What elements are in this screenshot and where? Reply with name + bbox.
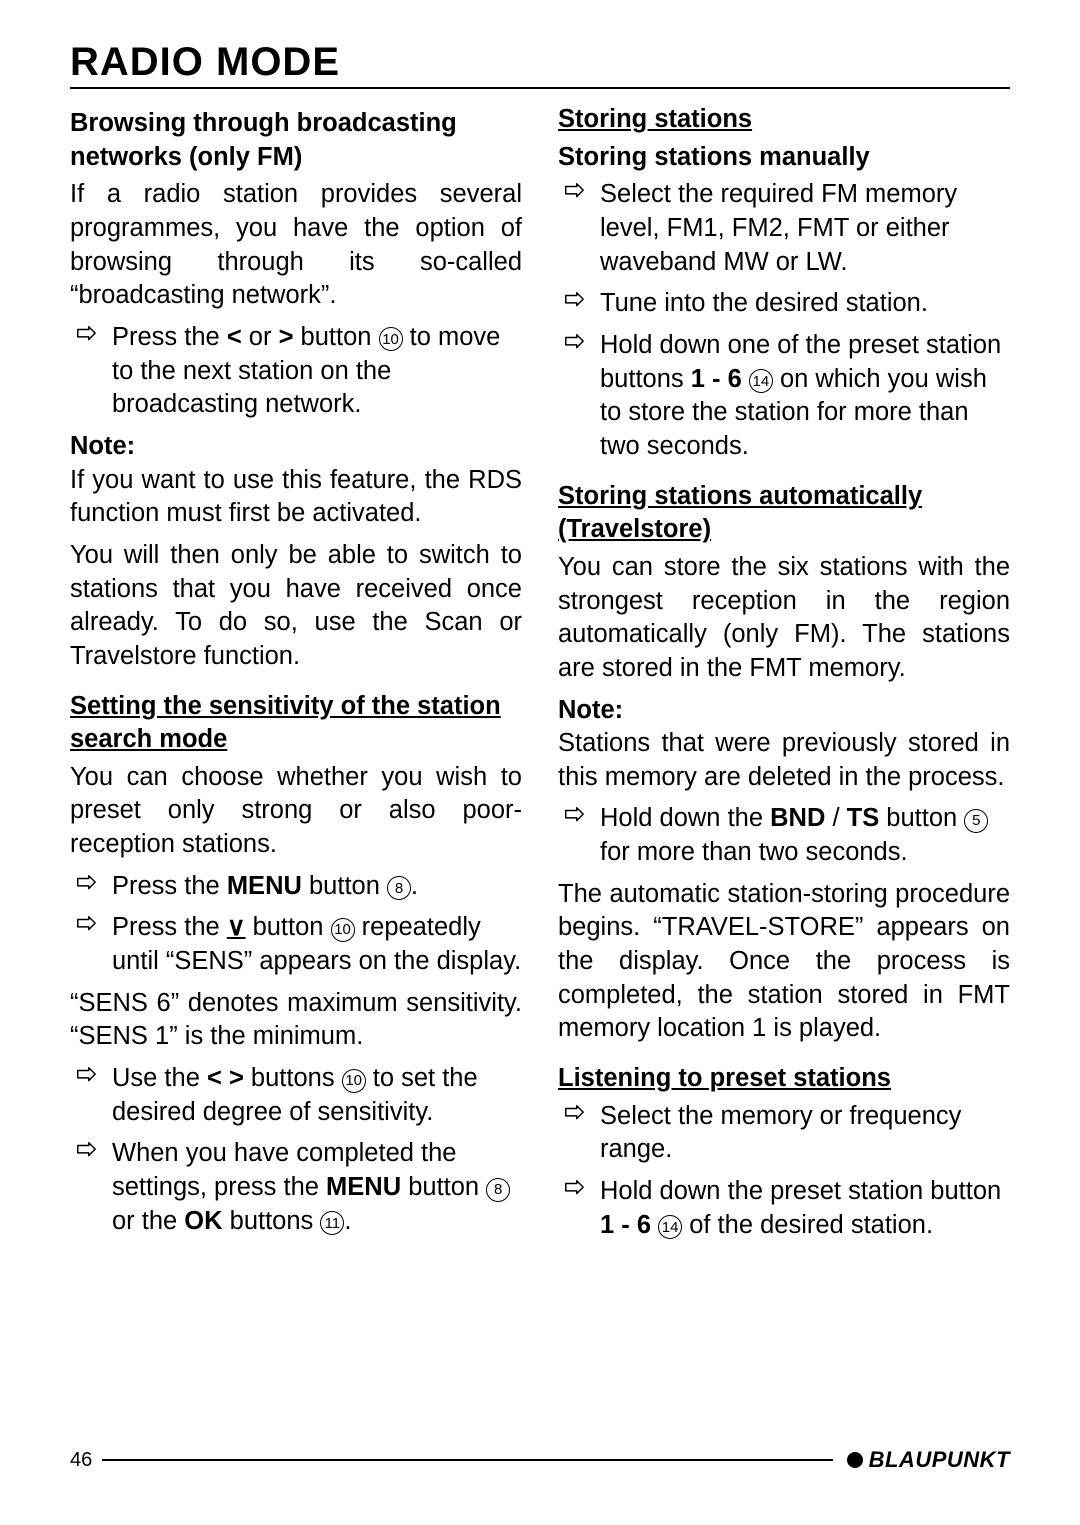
- bullet-arrow-icon: [562, 287, 590, 321]
- button-ref-14: 14: [749, 369, 773, 393]
- brand-dot-icon: [847, 1452, 863, 1468]
- text: .: [344, 1207, 351, 1235]
- button-ref-14: 14: [658, 1215, 682, 1239]
- text: Use the: [112, 1064, 207, 1092]
- text: button: [302, 872, 387, 900]
- list-item: Select the memory or frequency range.: [558, 1100, 1010, 1167]
- page-title: RADIO MODE: [70, 40, 1010, 89]
- text: for more than two seconds.: [600, 838, 908, 866]
- note-label: Note:: [70, 430, 522, 464]
- button-ref-5: 5: [964, 809, 988, 833]
- page-footer: 46 BLAUPUNKT: [70, 1447, 1010, 1473]
- section-sensitivity-p1: You can choose whether you wish to prese…: [70, 761, 522, 862]
- section-browsing-title: Browsing through broadcasting networks (…: [70, 107, 522, 174]
- list-item-text: Use the < > buttons 10 to set the desire…: [112, 1062, 522, 1129]
- ok-label: OK: [184, 1207, 222, 1235]
- list-item: Hold down the preset station button 1 - …: [558, 1175, 1010, 1242]
- section-storing-title: Storing stations: [558, 103, 1010, 137]
- left-chevron-icon: <: [227, 323, 242, 351]
- bullet-arrow-icon: [74, 1137, 102, 1238]
- section-listening-title: Listening to preset stations: [558, 1062, 1010, 1096]
- bullet-arrow-icon: [562, 178, 590, 279]
- right-column: Storing stations Storing stations manual…: [558, 103, 1010, 1250]
- bnd-label: BND: [770, 804, 825, 832]
- text: /: [825, 804, 846, 832]
- list-item-text: Hold down the preset station button 1 - …: [600, 1175, 1010, 1242]
- section-travelstore-title: Storing stations automatically (Travelst…: [558, 480, 1010, 547]
- bullet-arrow-icon: [562, 329, 590, 464]
- text: Press the: [112, 913, 227, 941]
- list-item-text: Select the memory or frequency range.: [600, 1100, 1010, 1167]
- bullet-arrow-icon: [562, 1175, 590, 1242]
- text: buttons: [244, 1064, 342, 1092]
- preset-range: 1 - 6: [600, 1211, 651, 1239]
- bullet-arrow-icon: [74, 1062, 102, 1129]
- list-item-text: Select the required FM memory level, FM1…: [600, 178, 1010, 279]
- bullet-arrow-icon: [74, 911, 102, 978]
- note-label: Note:: [558, 694, 1010, 728]
- button-ref-8: 8: [486, 1178, 510, 1202]
- section-travelstore-p2: The automatic station-storing procedure …: [558, 878, 1010, 1046]
- list-item-text: Press the MENU button 8.: [112, 870, 522, 904]
- list-item-text: Tune into the desired station.: [600, 287, 1010, 321]
- preset-range: 1 - 6: [691, 365, 742, 393]
- list-item: Press the ∨ button 10 repeatedly until “…: [70, 911, 522, 978]
- note-p1: If you want to use this feature, the RDS…: [70, 464, 522, 531]
- section-storing-manual-title: Storing stations manually: [558, 141, 1010, 175]
- text: of the desired station.: [682, 1211, 933, 1239]
- list-item: When you have completed the settings, pr…: [70, 1137, 522, 1238]
- button-ref-11: 11: [320, 1211, 344, 1235]
- list-item-text: Press the ∨ button 10 repeatedly until “…: [112, 911, 522, 978]
- text: buttons: [223, 1207, 321, 1235]
- page-number: 46: [70, 1449, 92, 1472]
- bullet-arrow-icon: [74, 321, 102, 422]
- brand-logo: BLAUPUNKT: [847, 1447, 1010, 1473]
- button-ref-8: 8: [387, 876, 411, 900]
- list-item: Press the < or > button 10 to move to th…: [70, 321, 522, 422]
- brand-text: BLAUPUNKT: [869, 1447, 1010, 1473]
- left-right-chevron-icon: < >: [207, 1064, 244, 1092]
- list-item: Press the MENU button 8.: [70, 870, 522, 904]
- button-ref-10: 10: [331, 918, 355, 942]
- left-column: Browsing through broadcasting networks (…: [70, 103, 522, 1250]
- text: button: [293, 323, 378, 351]
- button-ref-10: 10: [342, 1069, 366, 1093]
- list-item: Use the < > buttons 10 to set the desire…: [70, 1062, 522, 1129]
- ts-label: TS: [847, 804, 880, 832]
- section-sensitivity-title: Setting the sensitivity of the station s…: [70, 690, 522, 757]
- right-chevron-icon: >: [279, 323, 294, 351]
- section-sensitivity-p2: “SENS 6” denotes maximum sensitivity. “S…: [70, 987, 522, 1054]
- footer-rule: [102, 1459, 832, 1461]
- section-travelstore-p1: You can store the six stations with the …: [558, 551, 1010, 686]
- text: or the: [112, 1207, 184, 1235]
- text: button: [401, 1173, 486, 1201]
- text: button: [879, 804, 964, 832]
- note-travelstore: Stations that were previously stored in …: [558, 727, 1010, 794]
- bullet-arrow-icon: [562, 1100, 590, 1167]
- down-chevron-icon: ∨: [227, 913, 246, 941]
- button-ref-10: 10: [379, 327, 403, 351]
- list-item-text: Hold down one of the preset station butt…: [600, 329, 1010, 464]
- text: Hold down the preset station button: [600, 1177, 1001, 1205]
- text: Hold down the: [600, 804, 770, 832]
- bullet-arrow-icon: [562, 802, 590, 869]
- menu-label: MENU: [227, 872, 302, 900]
- list-item: Hold down the BND / TS button 5 for more…: [558, 802, 1010, 869]
- menu-label: MENU: [326, 1173, 401, 1201]
- text: Press the: [112, 323, 227, 351]
- section-browsing-p1: If a radio station provides several prog…: [70, 178, 522, 313]
- text: .: [411, 872, 418, 900]
- note-p2: You will then only be able to switch to …: [70, 539, 522, 674]
- text: or: [242, 323, 279, 351]
- text: button: [245, 913, 330, 941]
- content-columns: Browsing through broadcasting networks (…: [70, 103, 1010, 1250]
- list-item-text: When you have completed the settings, pr…: [112, 1137, 522, 1238]
- list-item: Select the required FM memory level, FM1…: [558, 178, 1010, 279]
- bullet-arrow-icon: [74, 870, 102, 904]
- list-item: Tune into the desired station.: [558, 287, 1010, 321]
- list-item-text: Hold down the BND / TS button 5 for more…: [600, 802, 1010, 869]
- text: Press the: [112, 872, 227, 900]
- list-item-text: Press the < or > button 10 to move to th…: [112, 321, 522, 422]
- list-item: Hold down one of the preset station butt…: [558, 329, 1010, 464]
